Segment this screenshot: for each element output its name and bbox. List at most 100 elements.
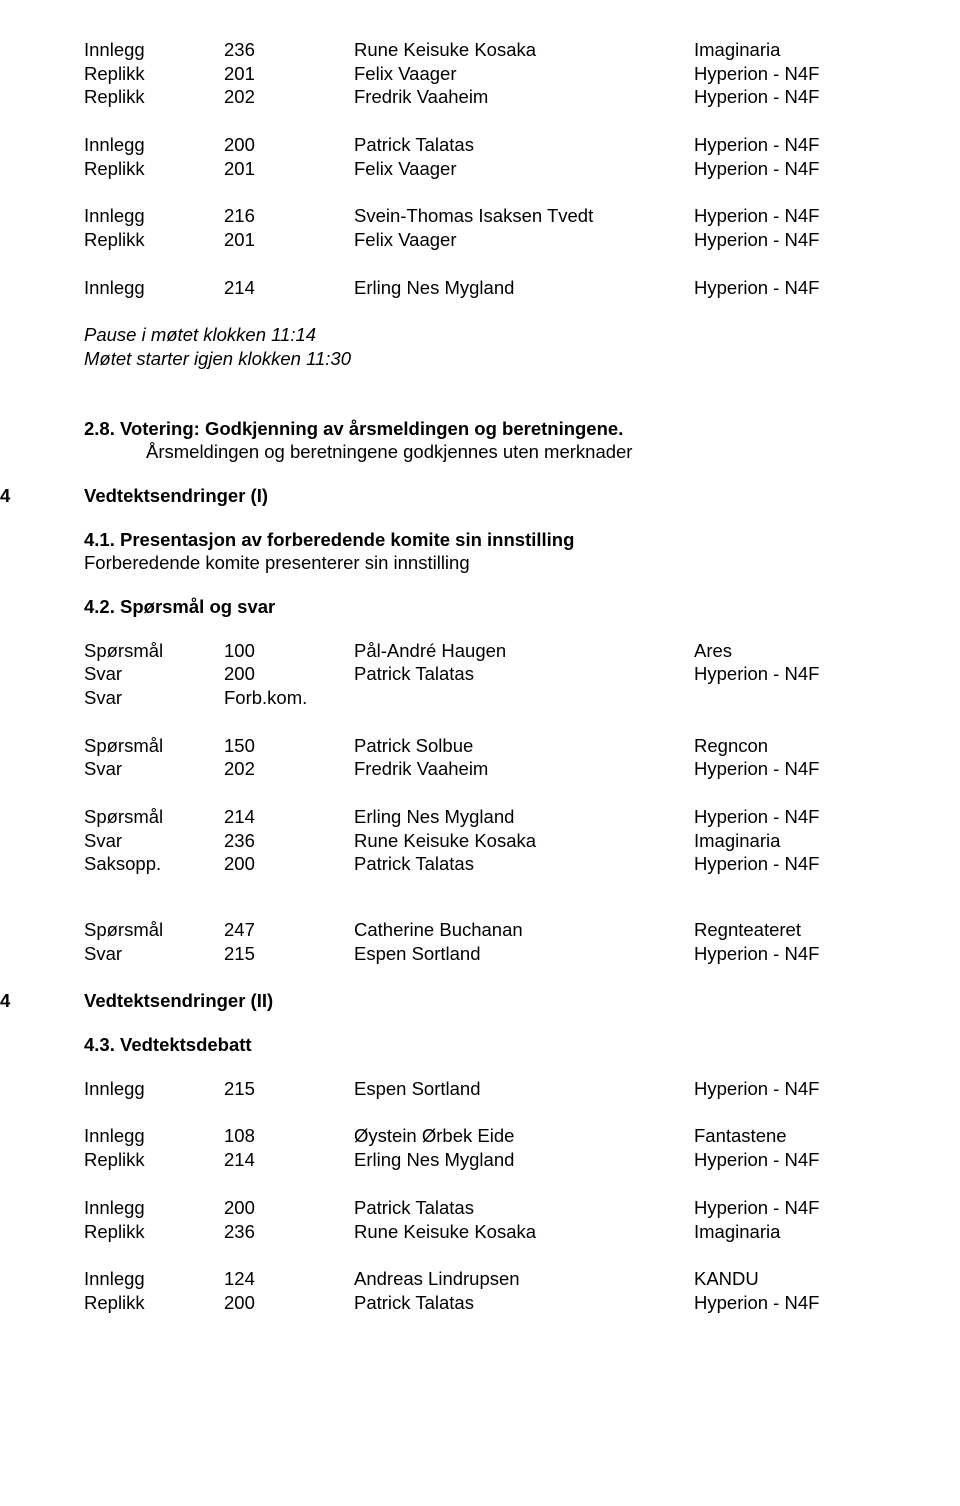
entry-row: Spørsmål 247 Catherine Buchanan Regnteat… [84,918,900,942]
section-title: Vedtektsendringer (II) [84,989,273,1013]
entry-org: Hyperion - N4F [694,1291,900,1315]
entry-num: 214 [224,1148,354,1172]
entry-type: Spørsmål [84,918,224,942]
entry-type: Replikk [84,62,224,86]
heading-2-8: 2.8. Votering: Godkjenning av årsmelding… [84,417,900,464]
entry-block: Innlegg 200 Patrick Talatas Hyperion - N… [84,133,900,180]
entry-type: Spørsmål [84,805,224,829]
entry-block: Innlegg 214 Erling Nes Mygland Hyperion … [84,276,900,300]
entry-person: Erling Nes Mygland [354,805,694,829]
entry-org: Hyperion - N4F [694,1077,900,1101]
entry-type: Svar [84,942,224,966]
entry-num: Forb.kom. [224,686,354,710]
entry-person: Patrick Solbue [354,734,694,758]
entry-type: Innlegg [84,1196,224,1220]
entry-num: 214 [224,805,354,829]
section-number: 4 [0,989,84,1013]
entry-org: Hyperion - N4F [694,1196,900,1220]
entry-person: Espen Sortland [354,942,694,966]
entry-person: Øystein Ørbek Eide [354,1124,694,1148]
entry-num: 124 [224,1267,354,1291]
entry-num: 200 [224,1291,354,1315]
pause-line: Pause i møtet klokken 11:14 [84,323,900,347]
entry-type: Svar [84,757,224,781]
heading-title: 4.2. Spørsmål og svar [84,595,900,619]
entry-type: Svar [84,829,224,853]
entry-org: Regnteateret [694,918,900,942]
section-4-ii: 4 Vedtektsendringer (II) [84,989,900,1013]
entry-type: Innlegg [84,1267,224,1291]
entry-person: Patrick Talatas [354,1291,694,1315]
entry-type: Spørsmål [84,639,224,663]
pause-line: Møtet starter igjen klokken 11:30 [84,347,900,371]
entry-org: Hyperion - N4F [694,757,900,781]
entry-person: Patrick Talatas [354,133,694,157]
entry-row: Replikk 202 Fredrik Vaaheim Hyperion - N… [84,85,900,109]
entry-type: Innlegg [84,38,224,62]
entry-org: Hyperion - N4F [694,852,900,876]
entry-org: KANDU [694,1267,900,1291]
entry-org: Imaginaria [694,1220,900,1244]
entry-row: Innlegg 200 Patrick Talatas Hyperion - N… [84,1196,900,1220]
entry-num: 236 [224,829,354,853]
entry-num: 247 [224,918,354,942]
entry-row: Svar Forb.kom. [84,686,900,710]
entry-person: Rune Keisuke Kosaka [354,38,694,62]
entry-num: 200 [224,662,354,686]
entry-num: 150 [224,734,354,758]
heading-title: 4.1. Presentasjon av forberedende komite… [84,528,900,552]
entry-org: Hyperion - N4F [694,62,900,86]
entry-row: Innlegg 216 Svein-Thomas Isaksen Tvedt H… [84,204,900,228]
entry-num: 108 [224,1124,354,1148]
entry-org: Hyperion - N4F [694,204,900,228]
entry-person: Felix Vaager [354,228,694,252]
entry-block: Innlegg 124 Andreas Lindrupsen KANDU Rep… [84,1267,900,1314]
entry-person: Pål-André Haugen [354,639,694,663]
entry-row: Saksopp. 200 Patrick Talatas Hyperion - … [84,852,900,876]
section-title: Vedtektsendringer (I) [84,484,268,508]
entry-row: Replikk 236 Rune Keisuke Kosaka Imaginar… [84,1220,900,1244]
entry-row: Replikk 201 Felix Vaager Hyperion - N4F [84,228,900,252]
entry-row: Innlegg 236 Rune Keisuke Kosaka Imaginar… [84,38,900,62]
entry-type: Innlegg [84,204,224,228]
entry-row: Spørsmål 100 Pål-André Haugen Ares [84,639,900,663]
entry-type: Replikk [84,1148,224,1172]
entry-org: Imaginaria [694,38,900,62]
entry-person: Felix Vaager [354,157,694,181]
entry-block: Innlegg 236 Rune Keisuke Kosaka Imaginar… [84,38,900,109]
entry-num: 215 [224,1077,354,1101]
entry-person: Erling Nes Mygland [354,276,694,300]
entry-row: Svar 200 Patrick Talatas Hyperion - N4F [84,662,900,686]
entry-type: Replikk [84,157,224,181]
entry-row: Replikk 214 Erling Nes Mygland Hyperion … [84,1148,900,1172]
entry-num: 201 [224,62,354,86]
entry-person: Patrick Talatas [354,1196,694,1220]
entry-block: Spørsmål 214 Erling Nes Mygland Hyperion… [84,805,900,876]
entry-type: Replikk [84,85,224,109]
entry-num: 201 [224,228,354,252]
entry-person [354,686,694,710]
entry-person: Felix Vaager [354,62,694,86]
entry-num: 215 [224,942,354,966]
entry-type: Svar [84,686,224,710]
entry-block: Spørsmål 150 Patrick Solbue Regncon Svar… [84,734,900,781]
entry-person: Rune Keisuke Kosaka [354,829,694,853]
entry-block: Spørsmål 247 Catherine Buchanan Regnteat… [84,918,900,965]
entry-type: Innlegg [84,1124,224,1148]
entry-row: Innlegg 108 Øystein Ørbek Eide Fantasten… [84,1124,900,1148]
entry-person: Catherine Buchanan [354,918,694,942]
entry-row: Svar 215 Espen Sortland Hyperion - N4F [84,942,900,966]
heading-title: 4.3. Vedtektsdebatt [84,1033,900,1057]
entry-num: 200 [224,852,354,876]
entry-block: Innlegg 108 Øystein Ørbek Eide Fantasten… [84,1124,900,1171]
entry-row: Replikk 201 Felix Vaager Hyperion - N4F [84,157,900,181]
heading-4-3: 4.3. Vedtektsdebatt [84,1033,900,1057]
entry-num: 200 [224,1196,354,1220]
heading-sub: Forberedende komite presenterer sin inns… [84,551,900,575]
entry-org: Fantastene [694,1124,900,1148]
entry-num: 236 [224,38,354,62]
entry-row: Spørsmål 150 Patrick Solbue Regncon [84,734,900,758]
entry-row: Spørsmål 214 Erling Nes Mygland Hyperion… [84,805,900,829]
pause-block: Pause i møtet klokken 11:14 Møtet starte… [84,323,900,370]
entry-person: Andreas Lindrupsen [354,1267,694,1291]
